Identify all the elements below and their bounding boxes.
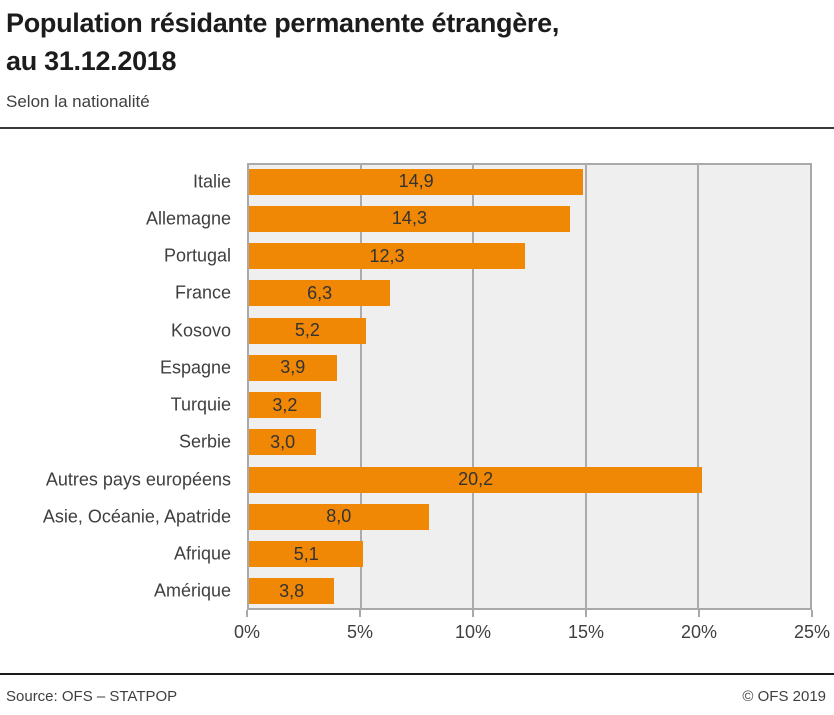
bar-zone: 5,1: [249, 536, 810, 573]
x-tick-mark: [811, 610, 813, 617]
category-label: Turquie: [170, 394, 231, 415]
chart-row: Amérique 3,8: [0, 573, 834, 610]
bar-value-label: 3,2: [272, 394, 298, 415]
chart-row: Allemagne 14,3: [0, 200, 834, 237]
bar-zone: 14,3: [249, 200, 810, 237]
footer: Source: OFS – STATPOP © OFS 2019: [6, 688, 826, 705]
gridline: [472, 165, 475, 608]
bar-zone: 5,2: [249, 312, 810, 349]
bar: 8,0: [249, 503, 429, 530]
bar-zone: 3,8: [249, 573, 810, 610]
bar: 6,3: [249, 280, 391, 307]
bar: 3,9: [249, 354, 337, 381]
x-axis: 0% 5% 10% 15% 20% 25%: [234, 610, 830, 660]
bar: 20,2: [249, 466, 703, 493]
x-tick-label: 15%: [567, 622, 605, 642]
bar-value-label: 12,3: [369, 245, 405, 266]
category-label: Espagne: [159, 357, 231, 378]
category-label: Asie, Océanie, Apatride: [42, 506, 231, 527]
category-label: Afrique: [173, 543, 231, 564]
bar: 14,3: [249, 205, 570, 232]
bar: 3,0: [249, 429, 317, 456]
x-tick-label: 5%: [346, 622, 374, 642]
x-tick-label: 20%: [680, 622, 718, 642]
chart-title: Population résidante permanente étrangèr…: [6, 8, 560, 76]
bar-chart: Italie 14,9 Allemagne 14,3 Portugal 12,3 Franc…: [0, 163, 834, 642]
chart-row: Serbie 3,0: [0, 424, 834, 461]
category-label: Kosovo: [170, 320, 231, 341]
bar-value-label: 3,9: [280, 357, 306, 378]
bar: 12,3: [249, 243, 525, 270]
category-label: Allemagne: [145, 208, 231, 229]
gridline: [360, 165, 363, 608]
bar-value-label: 5,2: [294, 320, 320, 341]
bar-zone: 14,9: [249, 163, 810, 200]
category-label: Amérique: [153, 580, 231, 601]
bar-value-label: 6,3: [307, 282, 333, 303]
bar-zone: 6,3: [249, 275, 810, 312]
copyright-text: © OFS 2019: [742, 688, 826, 705]
x-tick-mark: [472, 610, 474, 617]
bar-value-label: 20,2: [458, 469, 494, 490]
plot-area: [247, 163, 812, 610]
x-tick-label: 25%: [793, 622, 831, 642]
source-text: Source: OFS – STATPOP: [6, 688, 178, 705]
category-label: Autres pays européens: [45, 469, 231, 490]
chart-rows: Italie 14,9 Allemagne 14,3 Portugal 12,3 Franc…: [0, 163, 834, 610]
header-divider: [0, 127, 834, 129]
bar: 5,2: [249, 317, 366, 344]
bar-zone: 3,0: [249, 424, 810, 461]
footer-divider: [0, 673, 834, 675]
x-tick-label: 10%: [454, 622, 492, 642]
bar-value-label: 5,1: [293, 543, 319, 564]
bar-value-label: 14,3: [391, 208, 427, 229]
chart-row: Asie, Océanie, Apatride 8,0: [0, 498, 834, 535]
x-tick-mark: [585, 610, 587, 617]
x-tick-mark: [246, 610, 248, 617]
category-label: Serbie: [178, 431, 231, 452]
bar-value-label: 14,9: [398, 171, 434, 192]
bar: 3,8: [249, 578, 335, 605]
chart-row: France 6,3: [0, 275, 834, 312]
bar-zone: 3,2: [249, 387, 810, 424]
gridline: [696, 165, 699, 608]
x-tick-mark: [359, 610, 361, 617]
bar-zone: 20,2: [249, 461, 810, 498]
bar: 5,1: [249, 541, 364, 568]
chart-row: Italie 14,9: [0, 163, 834, 200]
bar-value-label: 3,8: [279, 580, 305, 601]
bar-value-label: 3,0: [270, 431, 296, 452]
chart-row: Espagne 3,9: [0, 349, 834, 386]
bar-zone: 12,3: [249, 238, 810, 275]
bar-value-label: 8,0: [326, 506, 352, 527]
chart-row: Autres pays européens 20,2: [0, 461, 834, 498]
category-label: Italie: [192, 171, 231, 192]
x-tick-label: 0%: [233, 622, 261, 642]
chart-row: Afrique 5,1: [0, 536, 834, 573]
bar-zone: 8,0: [249, 498, 810, 535]
chart-header: Population résidante permanente étrangèr…: [6, 4, 828, 112]
gridline: [584, 165, 587, 608]
chart-row: Kosovo 5,2: [0, 312, 834, 349]
chart-subtitle: Selon la nationalité: [6, 92, 150, 111]
category-label: France: [174, 282, 231, 303]
bar-zone: 3,9: [249, 349, 810, 386]
chart-row: Turquie 3,2: [0, 387, 834, 424]
bar: 14,9: [249, 168, 584, 195]
x-tick-mark: [698, 610, 700, 617]
category-label: Portugal: [163, 245, 231, 266]
bar: 3,2: [249, 392, 321, 419]
chart-row: Portugal 12,3: [0, 238, 834, 275]
